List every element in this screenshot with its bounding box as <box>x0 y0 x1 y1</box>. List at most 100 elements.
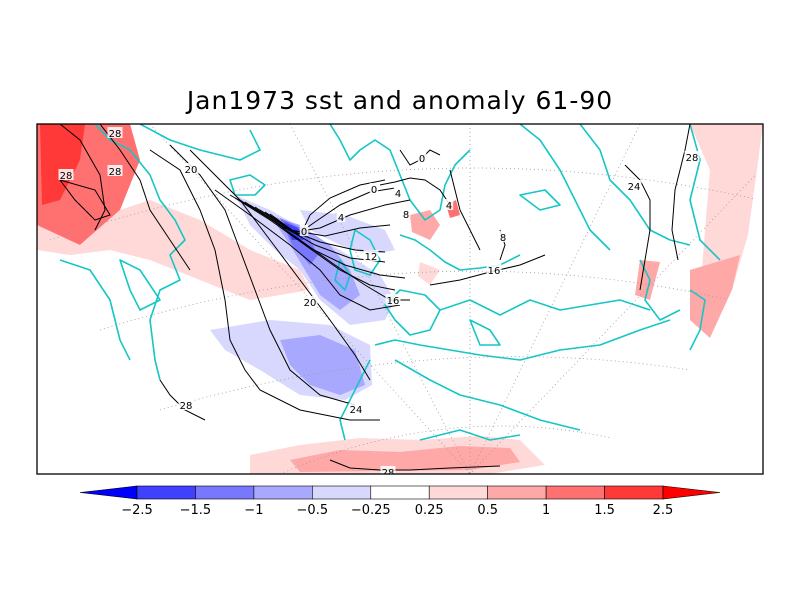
colorbar-bin <box>604 485 664 500</box>
coastline <box>94 124 186 381</box>
sst-contour <box>189 149 371 381</box>
sst-contour <box>159 379 206 421</box>
colorbar-tick-label: −1.5 <box>180 503 212 518</box>
contour-label-bg <box>363 250 379 261</box>
anomaly-patch <box>37 200 310 300</box>
anomaly-patch <box>635 260 660 300</box>
contour-label: 28 <box>60 171 73 182</box>
contour-label: 24 <box>628 182 641 193</box>
colorbar-bin <box>545 485 605 500</box>
contour-label-bg <box>107 127 123 138</box>
colorbar-bin <box>253 485 313 500</box>
contour-label-bg <box>393 187 403 198</box>
sst-contour <box>379 177 451 206</box>
colorbar-tick-label: 1.5 <box>594 503 615 518</box>
anomaly-patch <box>290 446 520 472</box>
contour-label: 16 <box>387 296 400 307</box>
sst-contour <box>99 124 191 271</box>
colorbar-bin <box>195 485 255 500</box>
contour-label: 4 <box>446 201 452 212</box>
colorbar-bin <box>370 485 430 500</box>
colorbar-bin <box>428 485 488 500</box>
sst-contour <box>671 124 691 261</box>
contour-label: 0 <box>301 227 307 238</box>
contour-label: 28 <box>382 468 395 479</box>
contour-label: 20 <box>185 165 198 176</box>
contour-label: 28 <box>180 401 193 412</box>
contour-label-bg <box>401 208 411 219</box>
contour-label-bg <box>183 163 199 174</box>
coastline <box>689 124 721 261</box>
coastline <box>639 259 681 321</box>
colorbar-tick-label: 0.25 <box>415 503 444 518</box>
contour-label: 24 <box>350 405 363 416</box>
colorbar-bin <box>136 485 196 500</box>
coastline <box>229 174 266 196</box>
anomaly-shading <box>37 124 763 474</box>
contour-label-bg <box>486 264 502 275</box>
sst-contour <box>169 144 356 406</box>
coastline <box>329 124 471 221</box>
sst-contour <box>149 149 380 421</box>
sst-contour <box>234 197 396 291</box>
contour-label: 4 <box>338 213 344 224</box>
sst-contour <box>269 179 386 237</box>
contour-label-bg <box>369 183 379 194</box>
coastline <box>689 289 706 351</box>
map-frame-border <box>36 123 764 475</box>
contour-label-bg <box>417 152 427 163</box>
sst-contour <box>59 124 106 231</box>
colorbar-tick-label: −0.25 <box>351 503 391 518</box>
contour-label-bg <box>380 466 396 474</box>
coastline <box>394 359 581 431</box>
colorbar-tick-label: 0.5 <box>477 503 498 518</box>
anomaly-patch <box>690 255 740 338</box>
coastline <box>139 124 261 161</box>
coastline <box>519 124 611 251</box>
anomaly-patch <box>690 124 763 295</box>
anomaly-patch <box>280 335 365 395</box>
colorbar-tick-label: −1 <box>244 503 263 518</box>
coastline <box>349 229 381 276</box>
contour-label: 4 <box>395 189 401 200</box>
contour-label-bg <box>336 211 346 222</box>
contour-label-bg <box>299 225 309 236</box>
coastline <box>374 319 671 361</box>
contour-label-bg <box>444 199 454 210</box>
contour-label-bg <box>626 180 642 191</box>
contour-label: 0 <box>371 185 377 196</box>
anomaly-patch <box>40 124 85 205</box>
coastline <box>334 259 351 291</box>
contour-label: 20 <box>304 298 317 309</box>
map-title: Jan1973 sst and anomaly 61-90 <box>186 86 614 115</box>
sst-contour <box>624 164 651 291</box>
contour-label: 28 <box>109 129 122 140</box>
coastline <box>519 189 561 211</box>
contour-label: 28 <box>109 167 122 178</box>
coastline <box>59 259 131 361</box>
sst-contour <box>214 189 401 311</box>
anomaly-patch <box>418 262 440 285</box>
colorbar-tick-label: −2.5 <box>121 503 153 518</box>
contour-label-bg <box>498 231 508 242</box>
coastline <box>119 259 161 311</box>
coastline <box>419 429 521 441</box>
contour-label-bg <box>684 151 700 162</box>
colorbar-tick-label: 2.5 <box>653 503 674 518</box>
sst-contour <box>254 206 391 237</box>
coastline <box>579 124 691 246</box>
colorbar-bin <box>79 485 138 500</box>
contour-label: 16 <box>488 266 501 277</box>
colorbar-bin <box>312 485 372 500</box>
contour-label: 8 <box>403 210 409 221</box>
contour-label-bg <box>385 294 401 305</box>
colorbar-bin <box>487 485 547 500</box>
coastlines <box>59 124 721 441</box>
colorbar-tick-label: 1 <box>542 503 550 518</box>
contour-label: 28 <box>686 153 699 164</box>
colorbar: −2.5 −1.5 −1 −0.5 −0.25 0.25 0.5 1 1.5 2.5 <box>79 485 721 518</box>
sst-contour <box>58 179 111 221</box>
contour-label-bg <box>178 399 194 410</box>
